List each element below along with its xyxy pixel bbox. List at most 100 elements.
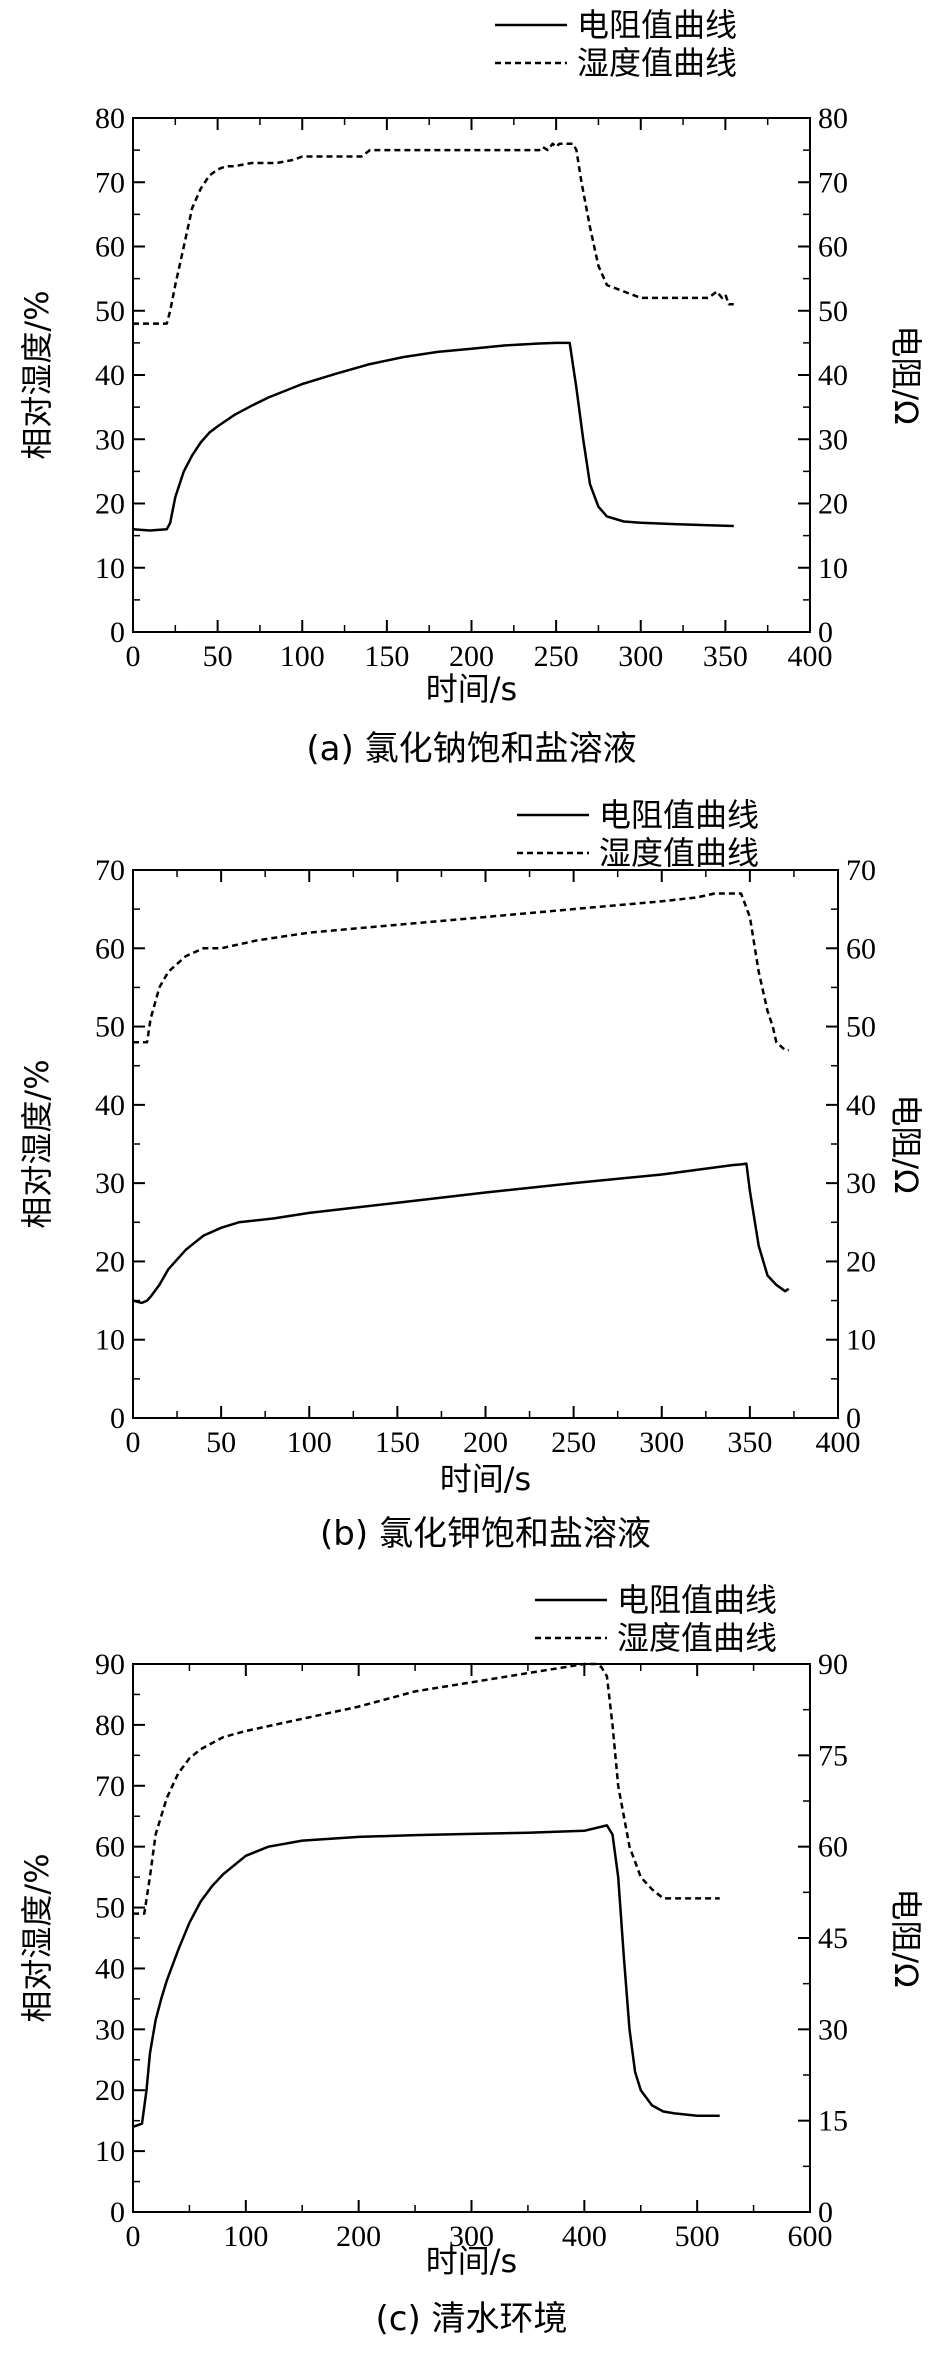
y2-axis-label: 电阻/Ω: [887, 1888, 925, 1987]
x-tick-label: 200: [449, 640, 494, 673]
x-tick-label: 250: [534, 640, 579, 673]
x-tick-label: 400: [562, 2220, 607, 2253]
y2-tick-label: 30: [846, 1167, 876, 1200]
y2-tick-label: 20: [818, 488, 848, 521]
x-axis-label: 时间/s: [426, 2242, 517, 2280]
y-tick-label: 30: [95, 2013, 125, 2046]
chart-panel-b: 0 50 100 150 200 250 300 350 4000102030405060700…: [18, 796, 925, 1554]
x-tick-label: 200: [336, 2220, 381, 2253]
y-tick-label: 70: [95, 854, 125, 887]
y2-tick-label: 60: [818, 1831, 848, 1864]
y-tick-label: 40: [95, 1952, 125, 1985]
x-tick-label: 50: [206, 1426, 236, 1459]
panel-caption: (b) 氯化钾饱和盐溶液: [320, 1514, 651, 1554]
y2-axis-label: 电阻/Ω: [887, 325, 925, 424]
legend-entry: 电阻值曲线: [599, 796, 759, 834]
x-tick-label: 350: [727, 1426, 772, 1459]
x-tick-label: 600: [788, 2220, 833, 2253]
y2-tick-label: 40: [818, 359, 848, 392]
y-tick-label: 40: [95, 359, 125, 392]
x-tick-label: 50: [203, 640, 233, 673]
humidity-series-line: [133, 142, 734, 325]
y-tick-label: 0: [110, 616, 125, 649]
y-tick-label: 70: [95, 1770, 125, 1803]
y2-tick-label: 0: [846, 1402, 861, 1435]
legend-entry: 湿度值曲线: [617, 1619, 777, 1657]
y-tick-label: 0: [110, 1402, 125, 1435]
x-tick-label: 350: [703, 640, 748, 673]
resistance-series-line: [132, 1162, 790, 1305]
x-tick-label: 100: [287, 1426, 332, 1459]
y2-tick-label: 15: [818, 2105, 848, 2138]
y2-tick-label: 70: [846, 854, 876, 887]
y2-tick-label: 40: [846, 1089, 876, 1122]
resistance-series-line: [132, 1824, 720, 2128]
y2-tick-label: 60: [818, 231, 848, 264]
y-axis-label: 相对湿度/%: [18, 1853, 56, 2022]
x-tick-label: 100: [223, 2220, 268, 2253]
y-axis-label: 相对湿度/%: [18, 1059, 56, 1228]
y-tick-label: 10: [95, 552, 125, 585]
legend-entry: 电阻值曲线: [577, 6, 737, 44]
y2-tick-label: 90: [818, 1648, 848, 1681]
x-tick-label: 150: [375, 1426, 420, 1459]
x-tick-label: 300: [639, 1426, 684, 1459]
y-tick-label: 60: [95, 1831, 125, 1864]
y-tick-label: 60: [95, 932, 125, 965]
y2-tick-label: 0: [818, 616, 833, 649]
legend-entry: 湿度值曲线: [577, 44, 737, 82]
y2-tick-label: 50: [846, 1011, 876, 1044]
y-tick-label: 60: [95, 231, 125, 264]
y-tick-label: 30: [95, 1167, 125, 1200]
y2-tick-label: 0: [818, 2196, 833, 2229]
y-tick-label: 40: [95, 1089, 125, 1122]
plot-frame: [132, 869, 839, 1419]
x-axis-label: 时间/s: [440, 1460, 531, 1498]
y-tick-label: 50: [95, 1892, 125, 1925]
y-tick-label: 30: [95, 423, 125, 456]
y2-tick-label: 10: [846, 1324, 876, 1357]
y2-tick-label: 10: [818, 552, 848, 585]
y2-tick-label: 50: [818, 295, 848, 328]
panel-caption: (c) 清水环境: [375, 2299, 567, 2339]
x-tick-label: 0: [126, 640, 141, 673]
y-tick-label: 90: [95, 1648, 125, 1681]
humidity-series-line: [133, 892, 789, 1052]
x-tick-label: 250: [551, 1426, 596, 1459]
x-tick-label: 100: [280, 640, 325, 673]
chart-panel-a: 0 50 100 150 200 250 300 350 4000102030405060708…: [18, 6, 925, 769]
humidity-series-line: [133, 1662, 720, 1915]
x-tick-label: 400: [788, 640, 833, 673]
resistance-series-line: [132, 341, 734, 532]
legend-entry: 湿度值曲线: [599, 834, 759, 872]
x-tick-label: 0: [126, 1426, 141, 1459]
y-tick-label: 80: [95, 1709, 125, 1742]
y-tick-label: 70: [95, 166, 125, 199]
x-tick-label: 300: [449, 2220, 494, 2253]
plot-frame: [132, 117, 811, 633]
y-tick-label: 50: [95, 295, 125, 328]
y2-tick-label: 20: [846, 1245, 876, 1278]
chart-panel-c: 0 100 200 300 400 500 600010203040506070809001…: [18, 1581, 925, 2339]
y-tick-label: 10: [95, 2135, 125, 2168]
y-axis-label: 相对湿度/%: [18, 290, 56, 459]
y-tick-label: 20: [95, 2074, 125, 2107]
y-tick-label: 20: [95, 488, 125, 521]
x-tick-label: 500: [675, 2220, 720, 2253]
y2-tick-label: 30: [818, 2013, 848, 2046]
x-axis-label: 时间/s: [426, 670, 517, 708]
y-tick-label: 20: [95, 1245, 125, 1278]
x-tick-label: 150: [364, 640, 409, 673]
y2-tick-label: 30: [818, 423, 848, 456]
legend-entry: 电阻值曲线: [617, 1581, 777, 1619]
x-tick-label: 200: [463, 1426, 508, 1459]
y2-axis-label: 电阻/Ω: [887, 1094, 925, 1193]
y-tick-label: 50: [95, 1011, 125, 1044]
y2-tick-label: 45: [818, 1922, 848, 1955]
y2-tick-label: 80: [818, 102, 848, 135]
y2-tick-label: 70: [818, 166, 848, 199]
x-tick-label: 0: [126, 2220, 141, 2253]
plot-frame: [132, 1663, 811, 2213]
y2-tick-label: 75: [818, 1739, 848, 1772]
y-tick-label: 80: [95, 102, 125, 135]
